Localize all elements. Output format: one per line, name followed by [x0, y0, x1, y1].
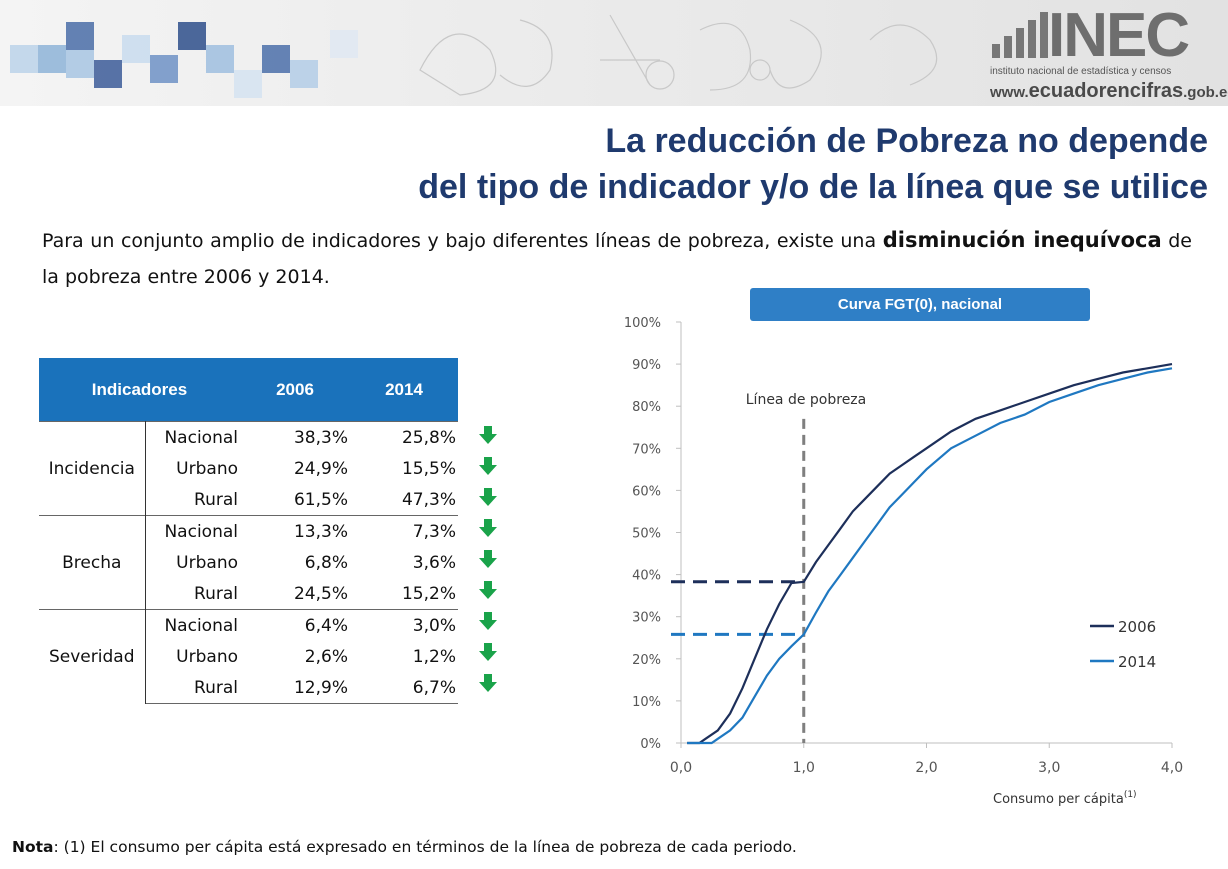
x-tick-label: 4,0: [1161, 760, 1183, 776]
series-line-2014: [687, 367, 1173, 745]
table-row: Severidad Nacional 6,4% 3,0%: [39, 609, 458, 704]
site-link[interactable]: www.ecuadorencifras.gob.ec: [990, 80, 1228, 103]
value-2014: 47,3%: [401, 489, 456, 510]
y-tick-label: 0%: [640, 737, 661, 752]
table-row: Rural 24,5% 15,2%: [39, 578, 458, 610]
group-label: Brecha: [39, 515, 146, 610]
value-2014: 15,2%: [401, 583, 456, 604]
x-axis-label-text: Consumo per cápita: [993, 792, 1124, 807]
legend-label: 2006: [1118, 618, 1156, 636]
row-label: Rural: [194, 583, 238, 604]
header-2006: 2006: [240, 358, 350, 422]
site-suffix: .gob.ec: [1183, 84, 1228, 101]
inec-logo-bars-icon: [992, 12, 1048, 58]
inec-logo-text: INEC: [1048, 1, 1190, 70]
row-label: Nacional: [145, 421, 240, 453]
inec-logo-subtitle: instituto nacional de estadística y cens…: [990, 66, 1172, 77]
poverty-line-label: Línea de pobreza: [746, 392, 866, 408]
x-tick-label: 0,0: [670, 760, 692, 776]
value-2006: 38,3%: [240, 421, 350, 453]
y-tick-label: 80%: [632, 400, 661, 415]
intro-part-1: Para un conjunto amplio de indicadores y…: [42, 230, 883, 252]
table-row: Urbano 2,6% 1,2%: [39, 641, 458, 672]
y-tick-label: 100%: [624, 316, 661, 331]
legend-label: 2014: [1118, 653, 1156, 671]
x-tick-label: 1,0: [793, 760, 815, 776]
table-row: Rural 61,5% 47,3%: [39, 484, 458, 516]
table-row: Urbano 6,8% 3,6%: [39, 547, 458, 578]
value-2006: 6,8%: [304, 552, 348, 573]
y-tick-label: 50%: [632, 527, 661, 542]
footnote-label: Nota: [12, 838, 54, 856]
y-tick-label: 20%: [632, 653, 661, 668]
value-2014: 3,6%: [412, 552, 456, 573]
y-tick-label: 70%: [632, 442, 661, 457]
arrow-down-icon: [479, 519, 497, 537]
x-tick-label: 3,0: [1038, 760, 1060, 776]
value-2006: 2,6%: [304, 646, 348, 667]
arrow-down-icon: [479, 612, 497, 630]
value-2006: 13,3%: [240, 515, 350, 547]
header-2014: 2014: [350, 358, 458, 422]
table-row: Incidencia Nacional 38,3% 25,8%: [39, 421, 458, 516]
y-tick-label: 10%: [632, 695, 661, 710]
arrow-down-icon: [479, 457, 497, 475]
chart-title: Curva FGT(0), nacional: [750, 288, 1090, 321]
header-indicadores: Indicadores: [39, 358, 240, 422]
site-prefix: www.: [990, 84, 1029, 101]
value-2014: 6,7%: [350, 672, 458, 704]
value-2014: 3,0%: [350, 609, 458, 641]
header-banner: INEC instituto nacional de estadística y…: [0, 0, 1228, 106]
footnote: Nota: (1) El consumo per cápita está exp…: [12, 838, 797, 856]
y-tick-label: 30%: [632, 611, 661, 626]
site-main: ecuadorencifras: [1028, 80, 1184, 102]
row-label: Urbano: [176, 552, 238, 573]
value-2014: 1,2%: [412, 646, 456, 667]
value-2006: 24,5%: [293, 583, 348, 604]
row-label: Nacional: [145, 609, 240, 641]
row-label: Nacional: [145, 515, 240, 547]
title-line-1: La reducción de Pobreza no depende: [605, 122, 1208, 160]
intro-paragraph: Para un conjunto amplio de indicadores y…: [42, 222, 1192, 295]
row-label: Urbano: [176, 458, 238, 479]
fgt-chart: 0% 10% 20% 30% 40% 50% 60% 70% 80% 90% 100% 0,0 1,0…: [624, 316, 1183, 807]
arrow-down-icon: [479, 488, 497, 506]
intro-part-2: de la pobreza entre 2006 y 2014.: [42, 230, 1192, 288]
value-2006: 24,9%: [293, 458, 348, 479]
table-row: Brecha Nacional 13,3% 7,3%: [39, 515, 458, 610]
value-2014: 7,3%: [350, 515, 458, 547]
value-2006: 12,9%: [240, 672, 350, 704]
table-row: Rural 12,9% 6,7%: [39, 672, 458, 704]
footnote-text: : (1) El consumo per cápita está expresa…: [53, 838, 797, 856]
decorative-cubes: [10, 14, 938, 98]
page-title: La reducción de Pobreza no depende del t…: [418, 118, 1208, 210]
title-line-2: del tipo de indicador y/o de la línea qu…: [418, 168, 1208, 206]
y-tick-label: 60%: [632, 484, 661, 499]
row-label: Urbano: [176, 646, 238, 667]
value-2014: 25,8%: [350, 421, 458, 453]
arrow-down-icon: [479, 674, 497, 692]
table-row: Urbano 24,9% 15,5%: [39, 453, 458, 484]
row-label: Rural: [194, 489, 238, 510]
arrow-down-icon: [479, 426, 497, 444]
intro-bold: disminución inequívoca: [882, 228, 1162, 252]
series-line-2006: [687, 363, 1173, 745]
group-label: Severidad: [39, 609, 146, 704]
arrow-down-icon: [479, 550, 497, 568]
value-2006: 61,5%: [293, 489, 348, 510]
value-2014: 15,5%: [401, 458, 456, 479]
arrow-down-icon: [479, 581, 497, 599]
y-tick-label: 40%: [632, 569, 661, 584]
x-tick-label: 2,0: [915, 760, 937, 776]
x-axis-label-superscript: (1): [1124, 790, 1137, 800]
table-header-row: Indicadores 2006 2014: [39, 358, 458, 422]
x-axis-label: Consumo per cápita(1): [993, 790, 1137, 807]
value-2006: 6,4%: [240, 609, 350, 641]
row-label: Rural: [145, 672, 240, 704]
group-label: Incidencia: [39, 421, 146, 516]
arrow-down-icon: [479, 643, 497, 661]
indicators-table: Indicadores 2006 2014 Incidencia Naciona…: [39, 358, 458, 704]
y-tick-label: 90%: [632, 358, 661, 373]
